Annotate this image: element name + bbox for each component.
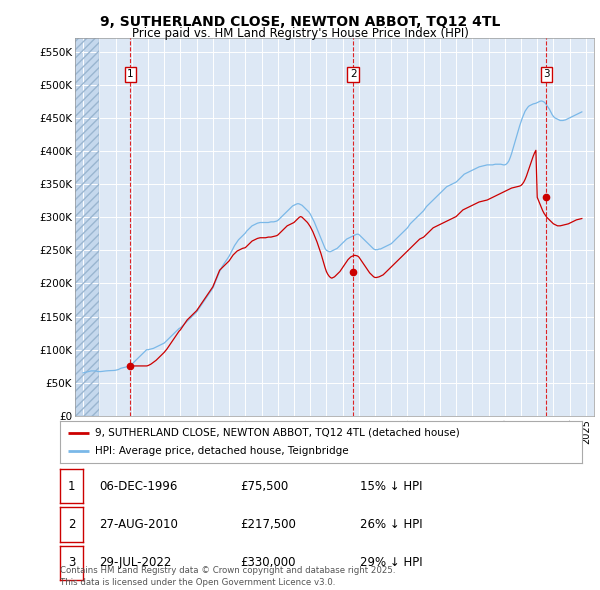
Bar xyxy=(75,38,100,416)
Text: 1: 1 xyxy=(68,480,75,493)
Text: Price paid vs. HM Land Registry's House Price Index (HPI): Price paid vs. HM Land Registry's House … xyxy=(131,27,469,40)
Text: 15% ↓ HPI: 15% ↓ HPI xyxy=(360,480,422,493)
Text: £330,000: £330,000 xyxy=(240,556,296,569)
Bar xyxy=(75,38,100,416)
Text: 29-JUL-2022: 29-JUL-2022 xyxy=(99,556,172,569)
Text: £75,500: £75,500 xyxy=(240,480,288,493)
Text: 06-DEC-1996: 06-DEC-1996 xyxy=(99,480,178,493)
Text: 1: 1 xyxy=(127,69,134,79)
Text: 26% ↓ HPI: 26% ↓ HPI xyxy=(360,518,422,531)
Text: 3: 3 xyxy=(68,556,75,569)
Text: £217,500: £217,500 xyxy=(240,518,296,531)
Text: 9, SUTHERLAND CLOSE, NEWTON ABBOT, TQ12 4TL: 9, SUTHERLAND CLOSE, NEWTON ABBOT, TQ12 … xyxy=(100,15,500,29)
Text: 3: 3 xyxy=(543,69,550,79)
Text: 29% ↓ HPI: 29% ↓ HPI xyxy=(360,556,422,569)
Text: Contains HM Land Registry data © Crown copyright and database right 2025.
This d: Contains HM Land Registry data © Crown c… xyxy=(60,566,395,587)
Text: 27-AUG-2010: 27-AUG-2010 xyxy=(99,518,178,531)
Text: HPI: Average price, detached house, Teignbridge: HPI: Average price, detached house, Teig… xyxy=(95,446,349,456)
Text: 9, SUTHERLAND CLOSE, NEWTON ABBOT, TQ12 4TL (detached house): 9, SUTHERLAND CLOSE, NEWTON ABBOT, TQ12 … xyxy=(95,428,460,438)
Text: 2: 2 xyxy=(350,69,356,79)
Text: 2: 2 xyxy=(68,518,75,531)
